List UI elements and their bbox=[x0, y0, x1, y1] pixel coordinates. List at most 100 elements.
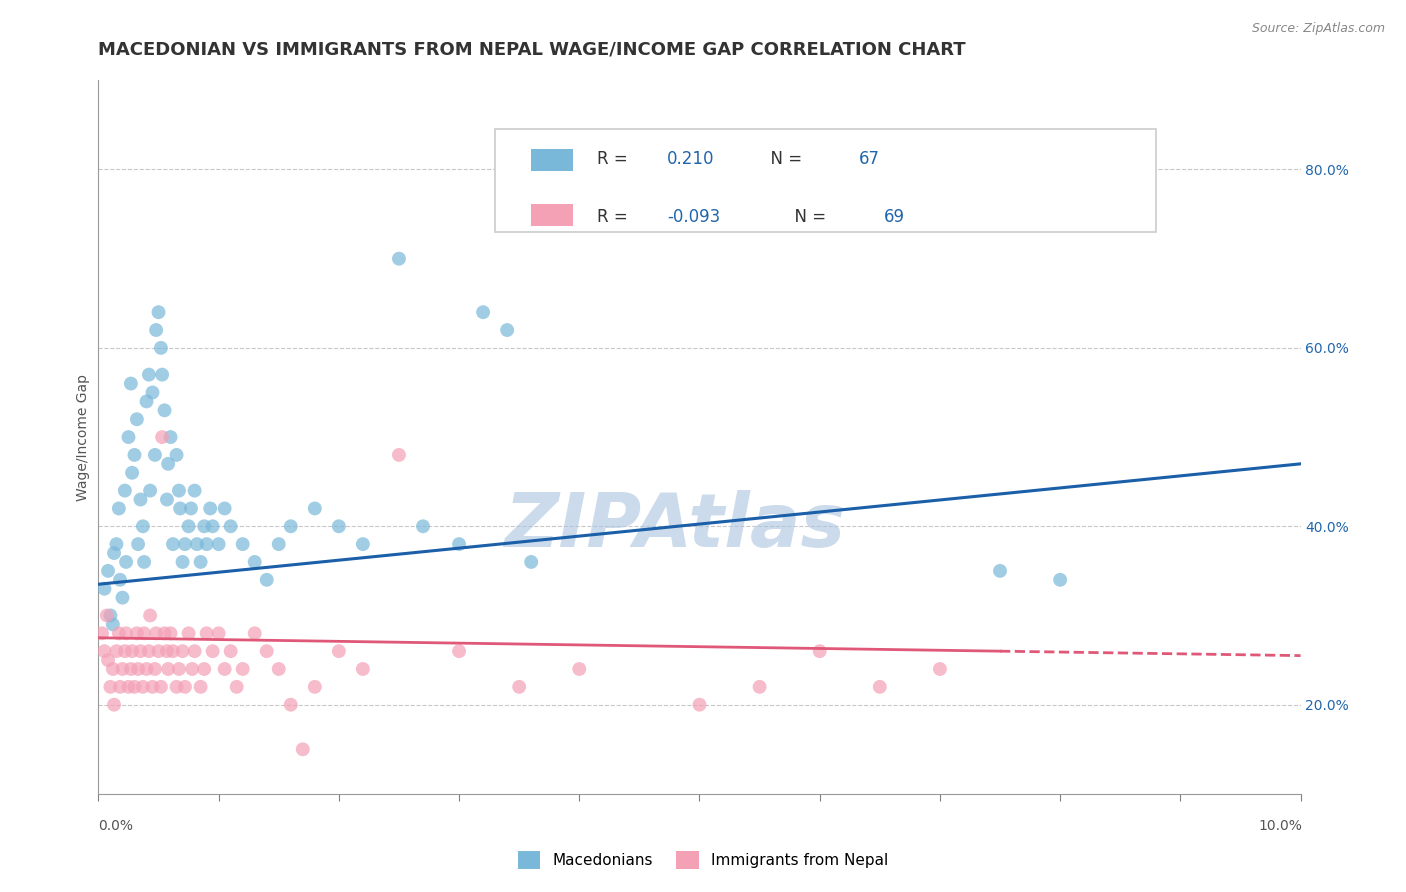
Point bbox=[180, 501, 202, 516]
Point bbox=[115, 555, 138, 569]
Text: R =: R = bbox=[598, 208, 633, 226]
Point bbox=[132, 555, 155, 569]
Point bbox=[267, 537, 290, 551]
Point bbox=[93, 644, 115, 658]
Point bbox=[143, 448, 166, 462]
Point bbox=[91, 626, 114, 640]
Point bbox=[157, 662, 180, 676]
Point bbox=[121, 466, 143, 480]
Bar bbox=[531, 204, 574, 226]
Point bbox=[125, 412, 148, 426]
Point bbox=[162, 537, 184, 551]
Point bbox=[108, 501, 131, 516]
Point bbox=[352, 662, 374, 676]
Point bbox=[101, 662, 124, 676]
Point bbox=[148, 305, 170, 319]
Point bbox=[412, 519, 434, 533]
Point bbox=[193, 662, 215, 676]
Text: 0.210: 0.210 bbox=[666, 150, 714, 168]
Point bbox=[120, 376, 142, 391]
Text: 0.0%: 0.0% bbox=[98, 819, 134, 832]
Point bbox=[105, 644, 128, 658]
Point bbox=[124, 680, 146, 694]
Point bbox=[159, 430, 181, 444]
Point bbox=[568, 662, 591, 676]
Point bbox=[352, 537, 374, 551]
Point bbox=[201, 644, 224, 658]
Bar bbox=[495, 129, 1156, 232]
Text: Source: ZipAtlas.com: Source: ZipAtlas.com bbox=[1251, 22, 1385, 36]
Point bbox=[1049, 573, 1071, 587]
Point bbox=[149, 341, 172, 355]
Point bbox=[291, 742, 314, 756]
Point bbox=[208, 537, 231, 551]
Point bbox=[472, 305, 495, 319]
Point bbox=[108, 680, 131, 694]
Point bbox=[156, 644, 179, 658]
Point bbox=[328, 644, 350, 658]
Point bbox=[127, 662, 149, 676]
Point bbox=[111, 591, 134, 605]
Point bbox=[167, 483, 190, 498]
Point bbox=[132, 519, 155, 533]
Point bbox=[114, 483, 136, 498]
Point bbox=[208, 626, 231, 640]
Point bbox=[124, 448, 146, 462]
Point bbox=[127, 537, 149, 551]
Point bbox=[232, 662, 254, 676]
Point bbox=[138, 368, 160, 382]
Point bbox=[190, 680, 212, 694]
Point bbox=[101, 617, 124, 632]
Point bbox=[200, 501, 222, 516]
Point bbox=[190, 555, 212, 569]
Point bbox=[496, 323, 519, 337]
Point bbox=[929, 662, 952, 676]
Point bbox=[183, 644, 205, 658]
Point bbox=[172, 644, 194, 658]
Point bbox=[153, 403, 176, 417]
Point bbox=[520, 555, 543, 569]
Point bbox=[748, 680, 770, 694]
Point bbox=[111, 662, 134, 676]
Point bbox=[108, 626, 131, 640]
Text: -0.093: -0.093 bbox=[666, 208, 720, 226]
Point bbox=[141, 385, 163, 400]
Point bbox=[138, 644, 160, 658]
Point bbox=[177, 519, 200, 533]
Point bbox=[150, 430, 173, 444]
Text: 10.0%: 10.0% bbox=[1258, 819, 1302, 832]
Point bbox=[166, 448, 188, 462]
Point bbox=[177, 626, 200, 640]
Point bbox=[172, 555, 194, 569]
Point bbox=[100, 608, 122, 623]
Point bbox=[103, 698, 125, 712]
Point bbox=[159, 626, 181, 640]
Point bbox=[243, 555, 266, 569]
Point bbox=[225, 680, 247, 694]
Point bbox=[219, 644, 242, 658]
Point bbox=[150, 368, 173, 382]
Point bbox=[103, 546, 125, 560]
Point bbox=[132, 626, 155, 640]
Point bbox=[280, 698, 302, 712]
Text: MACEDONIAN VS IMMIGRANTS FROM NEPAL WAGE/INCOME GAP CORRELATION CHART: MACEDONIAN VS IMMIGRANTS FROM NEPAL WAGE… bbox=[98, 40, 966, 58]
Point bbox=[157, 457, 180, 471]
Legend: Macedonians, Immigrants from Nepal: Macedonians, Immigrants from Nepal bbox=[512, 845, 894, 875]
Text: N =: N = bbox=[783, 208, 831, 226]
Point bbox=[141, 680, 163, 694]
Point bbox=[195, 626, 218, 640]
Point bbox=[139, 608, 162, 623]
Point bbox=[108, 573, 131, 587]
Point bbox=[117, 430, 139, 444]
Point bbox=[304, 680, 326, 694]
Y-axis label: Wage/Income Gap: Wage/Income Gap bbox=[76, 374, 90, 500]
Point bbox=[193, 519, 215, 533]
Point bbox=[186, 537, 208, 551]
Point bbox=[148, 644, 170, 658]
Point bbox=[304, 501, 326, 516]
Point bbox=[96, 608, 118, 623]
Bar bbox=[531, 150, 574, 171]
Point bbox=[143, 662, 166, 676]
Point bbox=[174, 537, 197, 551]
Point bbox=[280, 519, 302, 533]
